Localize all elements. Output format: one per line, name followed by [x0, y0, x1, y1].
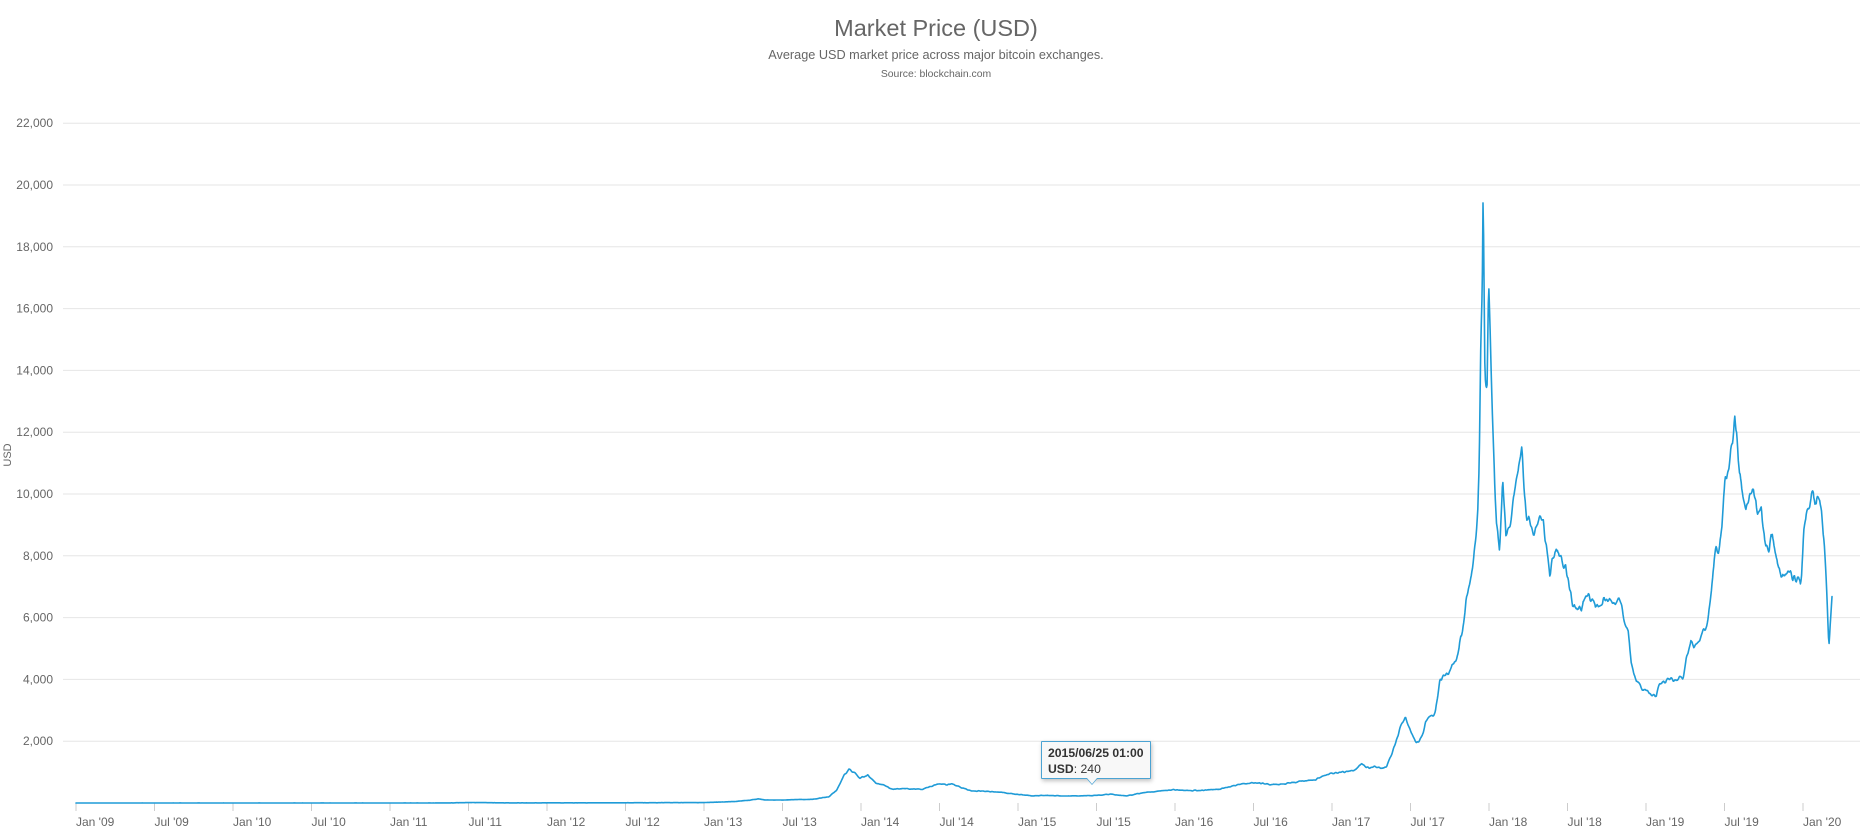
svg-text:Jul '12: Jul '12	[626, 815, 661, 827]
svg-text:Jul '14: Jul '14	[940, 815, 975, 827]
svg-text:8,000: 8,000	[23, 549, 53, 563]
svg-text:10,000: 10,000	[16, 487, 53, 501]
svg-text:2,000: 2,000	[23, 734, 53, 748]
svg-text:Jul '19: Jul '19	[1725, 815, 1760, 827]
svg-text:Jul '10: Jul '10	[312, 815, 347, 827]
svg-text:18,000: 18,000	[16, 240, 53, 254]
svg-text:Jul '15: Jul '15	[1097, 815, 1132, 827]
svg-text:Jan '10: Jan '10	[233, 815, 272, 827]
svg-text:22,000: 22,000	[16, 116, 53, 130]
svg-text:Jan '12: Jan '12	[547, 815, 586, 827]
svg-text:Jan '09: Jan '09	[76, 815, 115, 827]
svg-text:Jul '17: Jul '17	[1411, 815, 1446, 827]
svg-text:Jan '17: Jan '17	[1332, 815, 1371, 827]
svg-text:Jul '13: Jul '13	[783, 815, 818, 827]
svg-text:Jan '15: Jan '15	[1018, 815, 1057, 827]
svg-text:Jan '16: Jan '16	[1175, 815, 1214, 827]
svg-text:Jul '11: Jul '11	[469, 815, 503, 827]
svg-text:6,000: 6,000	[23, 611, 53, 625]
svg-text:16,000: 16,000	[16, 302, 53, 316]
svg-text:Jul '18: Jul '18	[1568, 815, 1603, 827]
svg-text:Jan '19: Jan '19	[1646, 815, 1685, 827]
svg-text:4,000: 4,000	[23, 672, 53, 686]
svg-text:Jan '13: Jan '13	[704, 815, 743, 827]
svg-text:14,000: 14,000	[16, 363, 53, 377]
svg-text:Jan '20: Jan '20	[1803, 815, 1842, 827]
svg-text:12,000: 12,000	[16, 425, 53, 439]
svg-text:Jul '09: Jul '09	[155, 815, 190, 827]
svg-text:Jul '16: Jul '16	[1254, 815, 1289, 827]
svg-text:20,000: 20,000	[16, 178, 53, 192]
svg-text:Jan '11: Jan '11	[390, 815, 428, 827]
svg-text:Jan '18: Jan '18	[1489, 815, 1528, 827]
svg-text:Jan '14: Jan '14	[861, 815, 900, 827]
